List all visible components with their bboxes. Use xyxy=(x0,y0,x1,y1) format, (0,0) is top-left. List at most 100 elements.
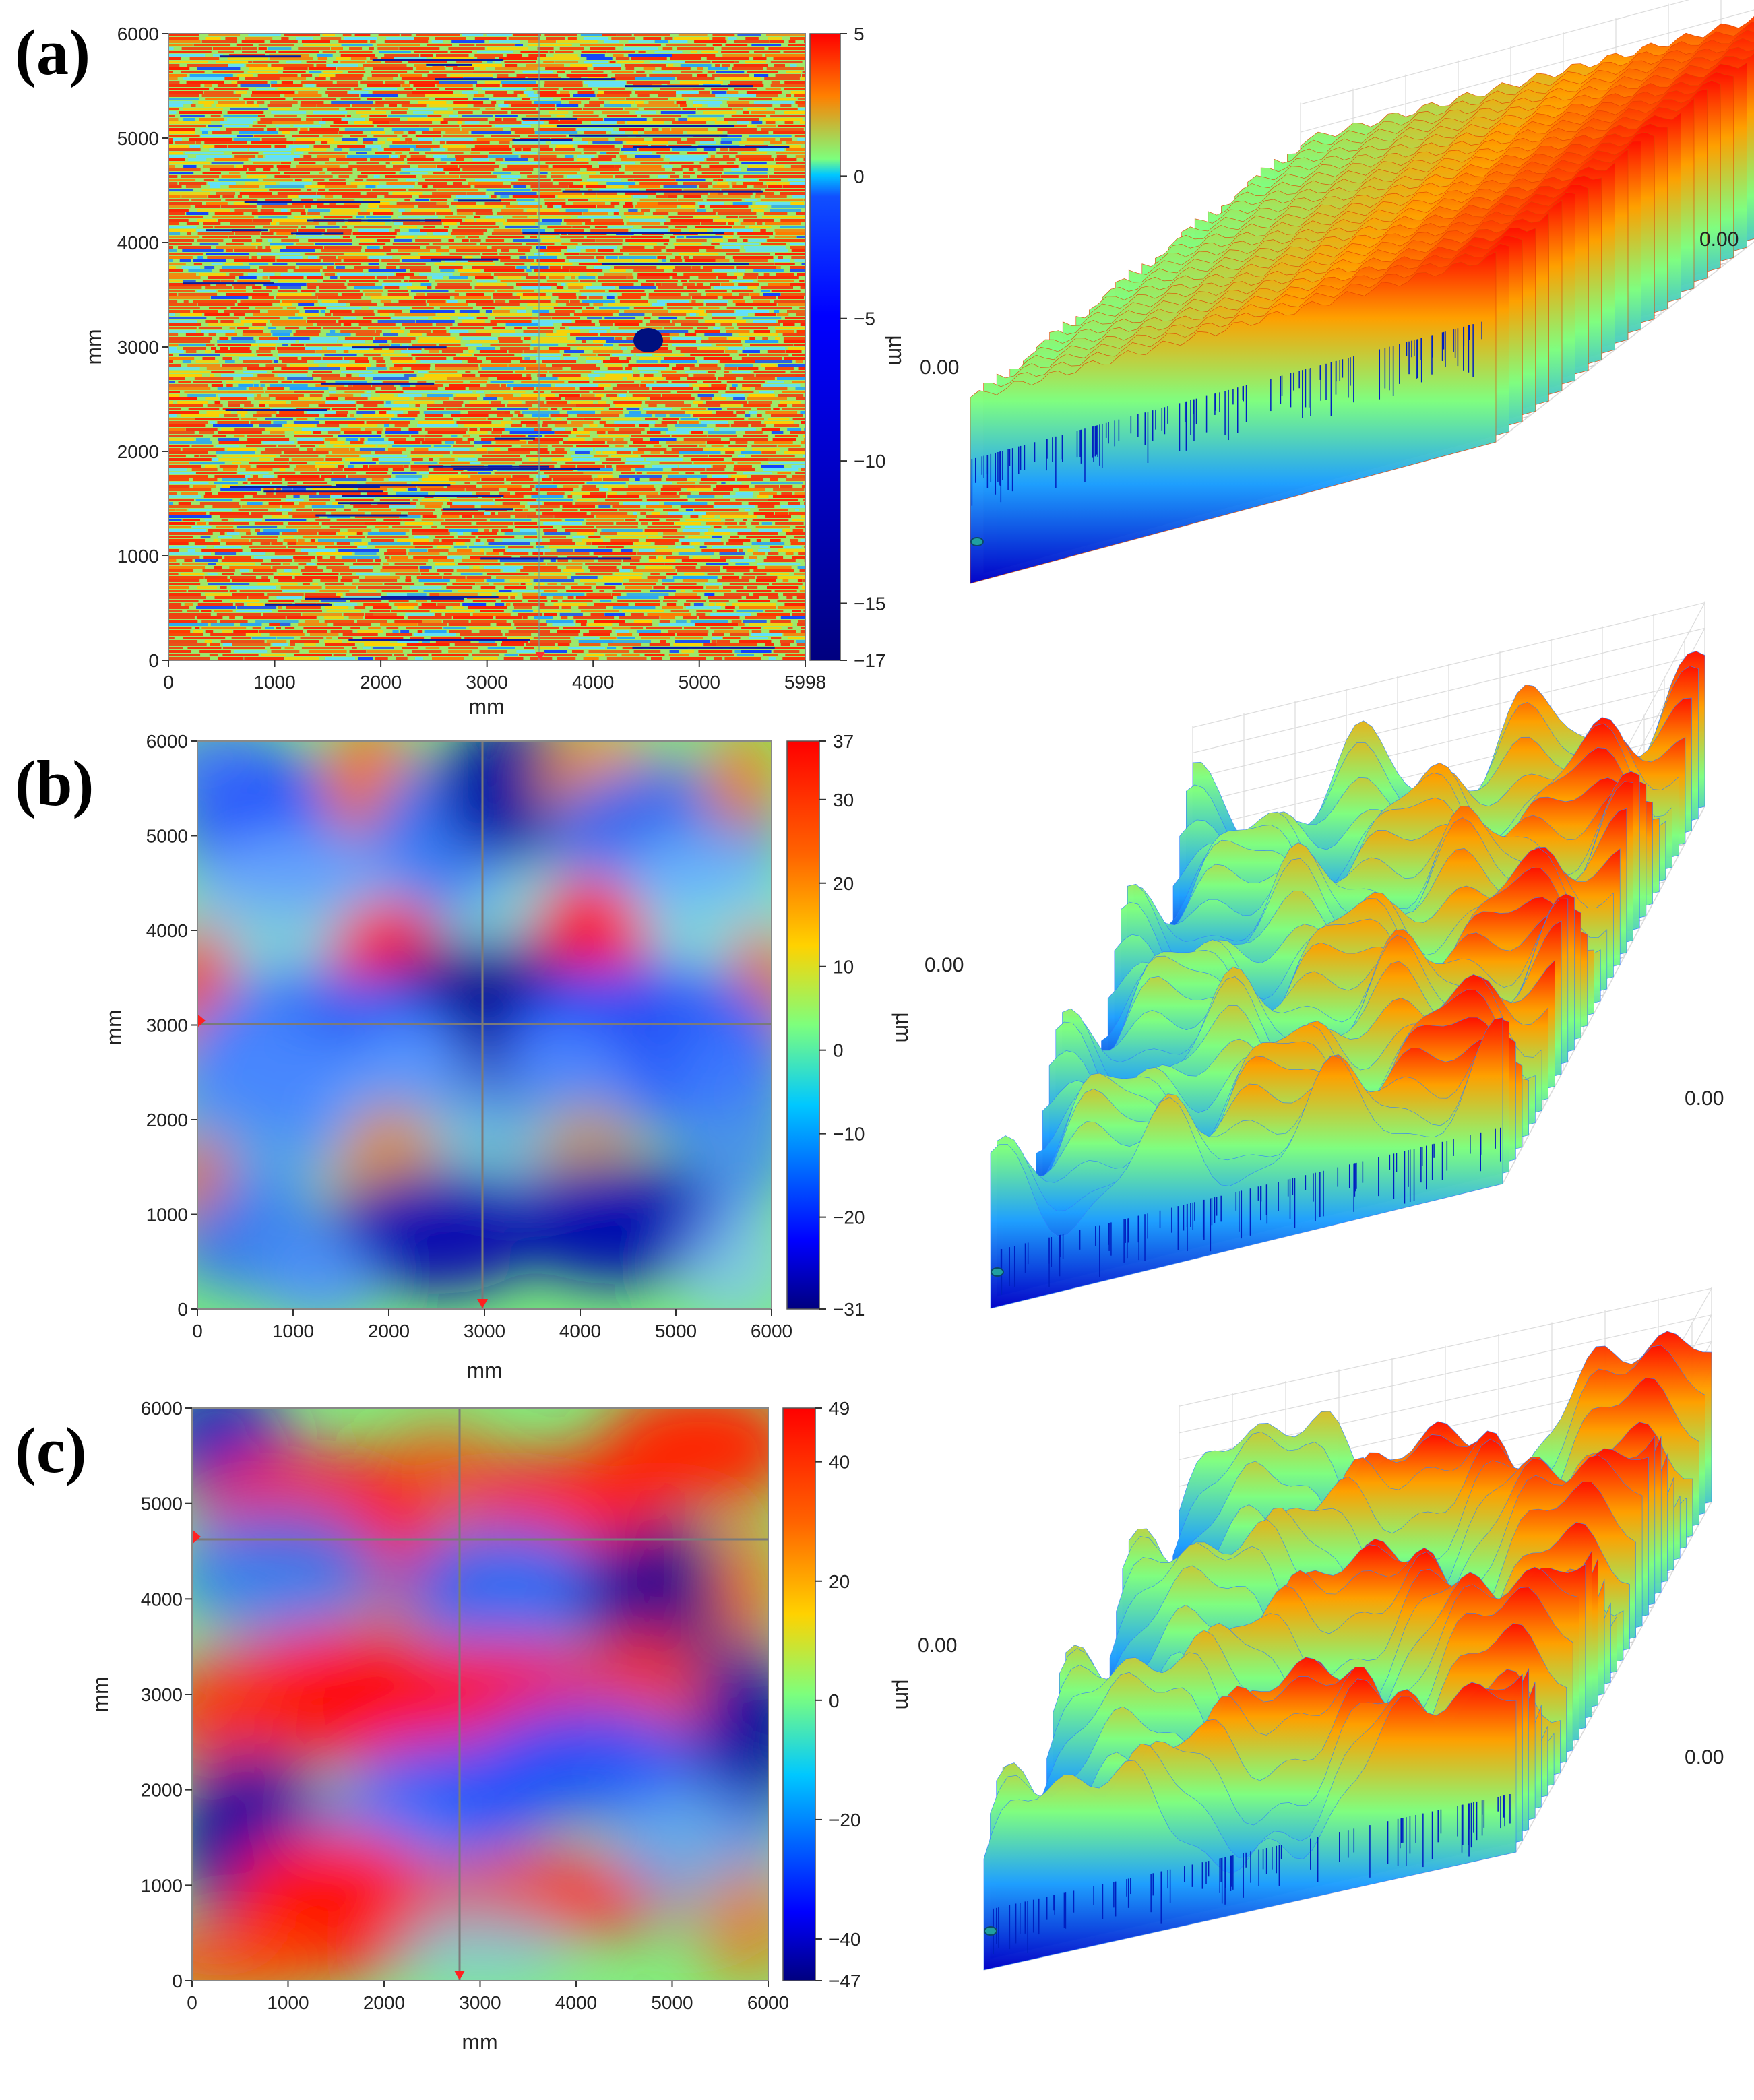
texture-streak xyxy=(202,357,216,360)
texture-streak xyxy=(742,384,761,387)
texture-streak xyxy=(441,539,471,542)
texture-streak xyxy=(340,61,365,63)
texture-streak xyxy=(210,374,214,377)
texture-streak xyxy=(304,593,336,596)
texture-streak xyxy=(797,273,805,276)
texture-streak xyxy=(398,300,426,303)
texture-streak xyxy=(414,51,448,53)
texture-streak xyxy=(168,307,200,309)
texture-streak xyxy=(757,414,762,417)
texture-streak xyxy=(599,590,604,592)
texture-streak xyxy=(726,179,757,181)
texture-streak xyxy=(296,138,335,141)
texture-streak xyxy=(755,526,790,528)
texture-streak xyxy=(717,182,728,185)
texture-streak xyxy=(406,643,450,646)
texture-streak xyxy=(544,84,583,87)
texture-streak xyxy=(342,118,365,121)
texture-streak xyxy=(675,593,697,596)
texture-streak xyxy=(682,283,695,286)
texture-streak xyxy=(608,408,623,410)
texture-streak xyxy=(327,431,341,434)
texture-streak xyxy=(180,115,205,117)
texture-streak xyxy=(186,212,209,215)
texture-streak xyxy=(352,104,384,107)
texture-streak xyxy=(633,307,664,309)
texture-streak xyxy=(473,94,485,97)
texture-streak xyxy=(377,239,391,242)
texture-streak xyxy=(493,428,505,431)
texture-streak xyxy=(193,630,203,633)
texture-streak xyxy=(787,179,805,181)
texture-streak xyxy=(383,333,398,336)
texture-streak xyxy=(500,162,540,164)
texture-streak xyxy=(576,128,614,131)
texture-streak xyxy=(706,303,727,306)
texture-streak xyxy=(645,418,658,420)
texture-streak xyxy=(739,606,776,609)
texture-streak xyxy=(458,317,474,319)
texture-streak xyxy=(577,414,619,417)
texture-streak xyxy=(690,515,699,518)
texture-streak xyxy=(187,394,216,397)
texture-streak xyxy=(781,492,792,495)
texture-streak xyxy=(195,205,220,208)
texture-streak xyxy=(683,175,690,178)
texture-streak xyxy=(363,317,391,319)
texture-streak xyxy=(280,273,321,276)
texture-streak xyxy=(638,367,666,370)
texture-streak xyxy=(352,384,371,387)
texture-streak xyxy=(326,333,351,336)
texture-streak xyxy=(737,269,746,272)
texture-streak xyxy=(474,515,511,518)
surface-3d-a xyxy=(970,0,1754,584)
texture-streak xyxy=(448,47,485,50)
texture-streak xyxy=(549,546,590,548)
texture-streak xyxy=(503,495,524,498)
texture-streak xyxy=(277,347,305,350)
texture-streak xyxy=(639,371,659,373)
texture-streak xyxy=(249,195,288,198)
texture-streak xyxy=(626,222,660,225)
texture-streak xyxy=(398,394,422,397)
texture-streak xyxy=(183,77,225,80)
texture-streak xyxy=(746,138,776,141)
texture-streak xyxy=(662,283,678,286)
texture-streak xyxy=(753,269,784,272)
texture-streak xyxy=(386,253,411,255)
texture-streak xyxy=(712,229,753,232)
texture-streak xyxy=(168,253,203,255)
texture-streak xyxy=(694,330,720,333)
texture-streak xyxy=(168,485,190,488)
texture-streak xyxy=(625,586,652,589)
texture-streak xyxy=(203,556,222,559)
texture-streak xyxy=(467,438,474,441)
texture-streak xyxy=(253,569,277,572)
texture-streak xyxy=(408,488,417,491)
texture-streak xyxy=(491,135,520,137)
texture-streak xyxy=(283,539,297,542)
texture-streak xyxy=(792,475,805,478)
texture-streak xyxy=(168,583,201,585)
texture-streak xyxy=(333,121,348,124)
texture-streak xyxy=(459,310,480,313)
texture-streak xyxy=(719,552,745,555)
texture-streak xyxy=(533,391,538,393)
texture-streak xyxy=(728,239,737,242)
texture-streak xyxy=(325,438,338,441)
texture-streak xyxy=(619,569,630,572)
texture-streak xyxy=(713,327,720,329)
texture-streak xyxy=(672,168,683,171)
texture-streak xyxy=(521,394,555,397)
texture-streak xyxy=(236,44,253,46)
texture-streak xyxy=(344,337,373,340)
texture-streak xyxy=(732,256,774,259)
texture-streak xyxy=(699,482,717,484)
texture-streak xyxy=(516,293,523,296)
texture-streak xyxy=(572,111,594,114)
texture-streak xyxy=(346,374,352,377)
texture-streak xyxy=(797,623,805,626)
texture-streak xyxy=(309,499,330,501)
texture-streak xyxy=(768,552,779,555)
texture-streak xyxy=(494,273,528,276)
